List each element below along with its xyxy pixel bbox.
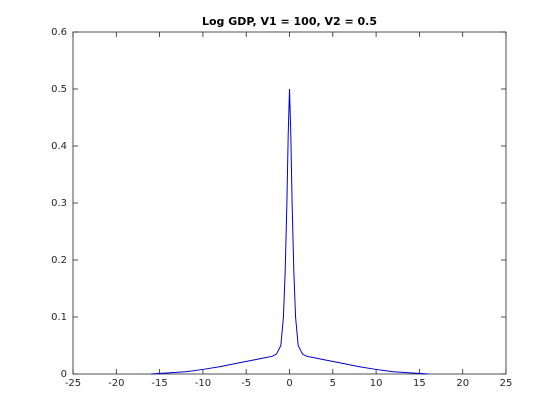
plot-box — [72, 31, 507, 375]
y-tick-label: 0.1 — [51, 312, 67, 323]
y-tick-label: 0 — [61, 369, 67, 380]
y-tick-label: 0.2 — [51, 255, 67, 266]
chart-title: Log GDP, V1 = 100, V2 = 0.5 — [202, 15, 377, 28]
y-tick-label: 0.6 — [51, 27, 67, 38]
x-tick-label: -15 — [151, 378, 167, 389]
x-tick-label: -20 — [108, 378, 124, 389]
x-tick-label: 25 — [500, 378, 513, 389]
x-tick-label: -10 — [195, 378, 211, 389]
x-tick-label: -5 — [241, 378, 251, 389]
y-tick-label: 0.4 — [51, 141, 67, 152]
x-tick-label: 15 — [413, 378, 426, 389]
x-tick-label: 10 — [370, 378, 383, 389]
data-line — [150, 88, 429, 375]
y-tick-label: 0.5 — [51, 84, 67, 95]
y-tick-label: 0.3 — [51, 198, 67, 209]
x-tick-label: 20 — [456, 378, 469, 389]
x-tick-label: -25 — [65, 378, 81, 389]
x-tick-label: 5 — [330, 378, 336, 389]
x-tick-label: 0 — [286, 378, 292, 389]
